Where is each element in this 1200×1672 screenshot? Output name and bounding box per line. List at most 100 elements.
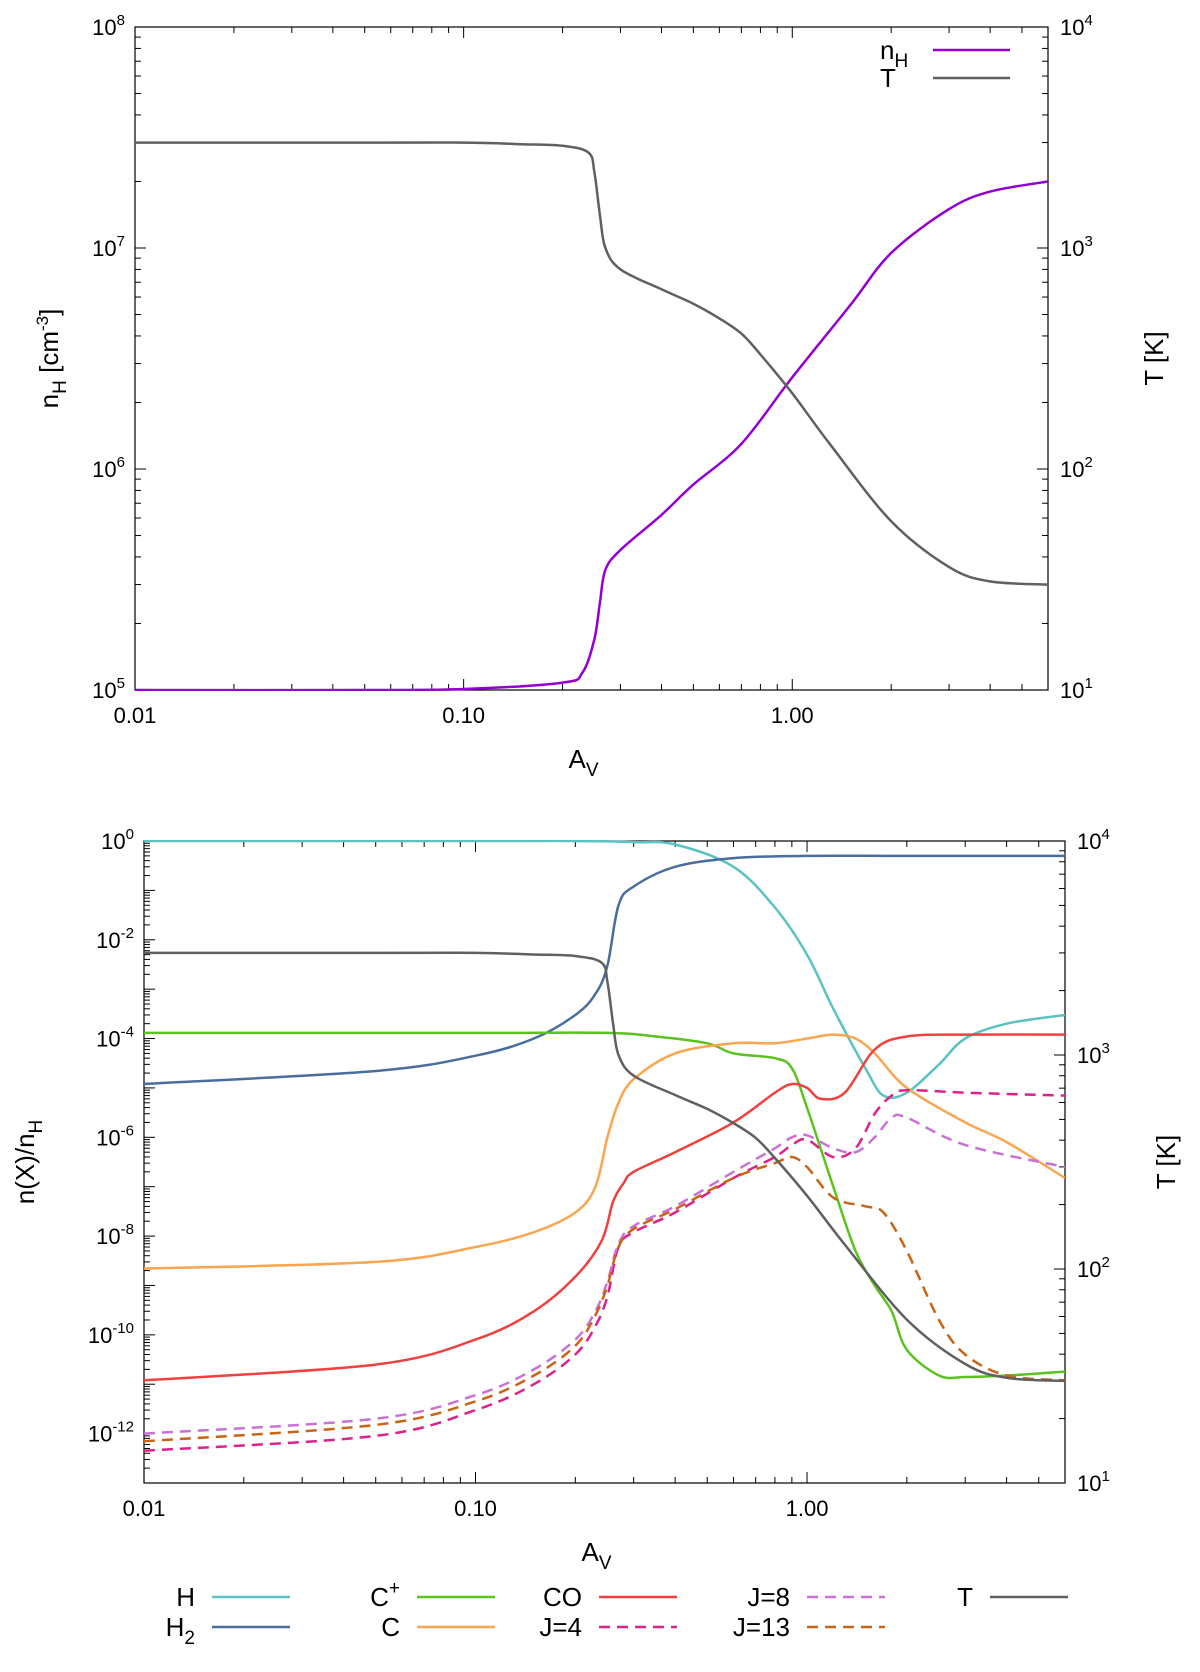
legend-label-cplus: C+ [370,1578,400,1612]
legend-label-sup: + [389,1578,400,1599]
x-axis-label-main: A [568,744,586,774]
y-tick-exponent: 5 [117,675,125,692]
legend-label-co: CO [543,1582,582,1612]
y2-tick-label: 103 [1060,233,1093,261]
y2-tick-label: 101 [1060,675,1093,703]
chart-panel-bottom: 0.01 0.10 1.0010010-210-410-610-810-1010-1… [10,826,1181,1574]
y2-tick-base: 10 [1060,678,1084,703]
y2-tick-exponent: 4 [1101,826,1109,843]
y2-tick-exponent: 1 [1101,1468,1109,1485]
y-tick-exponent: 6 [117,454,125,471]
series-group [144,840,1065,1452]
y-tick-base: 10 [92,457,116,482]
legend-label-h2: H2 [166,1612,195,1649]
y-axis-label-unit-close: ] [34,309,64,316]
y-tick-exponent: -8 [121,1221,134,1238]
series-line-t [135,141,1048,586]
series-line-co [144,1033,1065,1382]
y2-tick-label: 101 [1077,1468,1110,1496]
y-tick-label: 100 [101,826,134,854]
y-tick-label: 105 [92,675,125,703]
legend-label-main: T [957,1582,973,1612]
y-tick-label: 107 [92,233,125,261]
y-tick-base: 10 [96,1125,120,1150]
x-tick-label: 0.01 [114,703,157,728]
series-line-j-13 [144,1155,1065,1443]
legend-label-t: T [957,1582,973,1612]
legend-top-label: T [880,63,896,93]
x-tick-label: 1.00 [786,1496,829,1521]
y2-tick-label: 102 [1077,1254,1110,1282]
legend-label-main: H [166,1612,185,1642]
y2-tick-exponent: 2 [1101,1254,1109,1271]
x-axis-label-sub: V [586,760,599,781]
plot-frame [143,840,1066,1484]
y2-tick-base: 10 [1060,236,1084,261]
legend-top-label-main: n [880,35,894,65]
y-axis-label-main: n [34,394,64,408]
legend-label-h: H [176,1582,195,1612]
y-tick-exponent: 8 [117,12,125,29]
y-tick-base: 10 [88,1422,112,1447]
y-tick-base: 10 [88,1323,112,1348]
y-tick-exponent: -4 [121,1024,134,1041]
y-tick-base: 10 [96,1027,120,1052]
y2-tick-base: 10 [1077,1257,1101,1282]
y2-tick-label: 104 [1077,826,1110,854]
series-line-cplus [144,1031,1065,1380]
y-tick-base: 10 [101,829,125,854]
y-tick-label: 108 [92,12,125,40]
y-tick-base: 10 [96,1224,120,1249]
y-axis-label: nH [cm-3] [33,309,71,409]
y-tick-label: 10-8 [96,1221,134,1249]
y2-tick-label: 103 [1077,1040,1110,1068]
y-tick-base: 10 [92,15,116,40]
y-tick-label: 10-12 [88,1419,134,1447]
y2-tick-exponent: 4 [1084,12,1092,29]
x-axis-label-main: A [581,1537,599,1567]
legend-label-main: J=13 [733,1612,790,1642]
plot-frame [134,26,1049,691]
legend-top: nHT [880,35,1010,93]
x-axis-label-sub: V [599,1553,612,1574]
y2-tick-label: 104 [1060,12,1093,40]
y2-tick-base: 10 [1060,15,1084,40]
series-line-t [144,951,1065,1383]
y2-tick-base: 10 [1077,829,1101,854]
series-line-j-4 [144,1088,1065,1452]
y-tick-exponent: -6 [121,1122,134,1139]
x-tick-label: 0.10 [442,703,485,728]
y2-axis-label: T [K] [1139,331,1169,385]
series-line-h2 [144,854,1065,1086]
y2-tick-base: 10 [1077,1471,1101,1496]
series-line-c [144,1033,1065,1270]
y-axis-label: n(X)/nH [10,1120,47,1205]
y2-axis-label: T [K] [1151,1135,1181,1189]
legend-label-main: J=4 [539,1612,582,1642]
y-tick-exponent: 7 [117,233,125,250]
y-tick-label: 10-10 [88,1320,134,1348]
series-line-h [144,840,1065,1100]
y2-tick-exponent: 3 [1101,1040,1109,1057]
x-axis-label: AV [568,744,598,781]
legend-top-label-main: T [880,63,896,93]
y-tick-exponent: -10 [112,1320,134,1337]
legend-label-main: CO [543,1582,582,1612]
y-tick-label: 10-4 [96,1024,134,1052]
legend-label-c: C [381,1612,400,1642]
y2-tick-label: 102 [1060,454,1093,482]
y-tick-label: 10-6 [96,1122,134,1150]
x-axis-label: AV [581,1537,611,1574]
y2-tick-base: 10 [1077,1043,1101,1068]
y-tick-label: 106 [92,454,125,482]
y-tick-base: 10 [92,678,116,703]
y-axis-label-sub: H [50,380,71,394]
y-axis-label-unit: [cm [34,331,64,380]
legend-label-main: C [370,1582,389,1612]
chart-panel-top: 0.01 0.10 1.00105106107108101102103104AVnH… [33,12,1169,781]
y-tick-base: 10 [92,236,116,261]
x-tick-label: 0.01 [123,1496,166,1521]
x-tick-label: 0.10 [454,1496,497,1521]
